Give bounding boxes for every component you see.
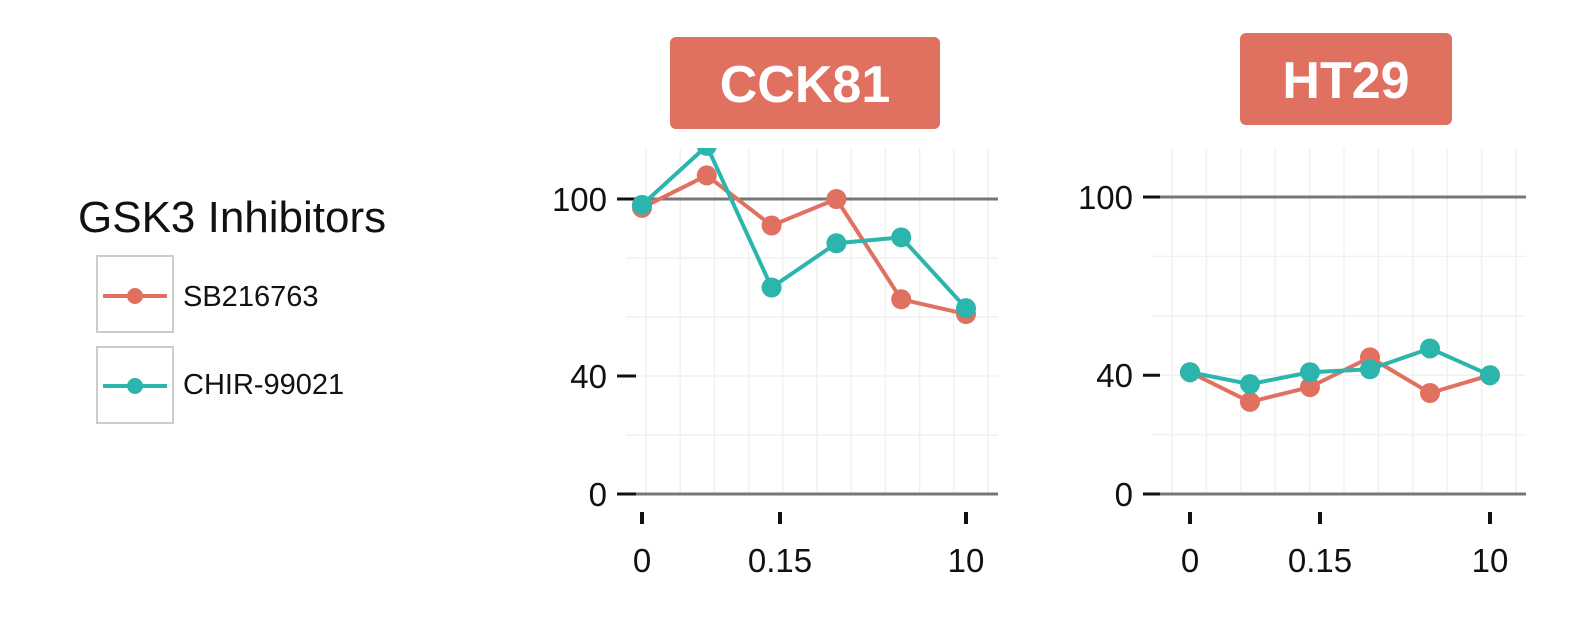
series-line-sb216763 (641, 173, 967, 317)
y-tick-label: 100 (1078, 179, 1133, 216)
panel-ht29: HT29 0 40 100 0 0.15 10 (1078, 33, 1526, 579)
x-tick-label: 10 (948, 542, 985, 579)
data-point-chir-99021 (1180, 362, 1200, 383)
y-tick-label: 0 (1115, 476, 1133, 513)
data-point-sb216763 (1240, 391, 1260, 412)
data-point-chir-99021 (1300, 362, 1320, 383)
legend-title: GSK3 Inhibitors (78, 193, 386, 242)
data-point-chir-99021 (1480, 365, 1500, 386)
data-point-sb216763 (1420, 383, 1440, 404)
data-point-chir-99021 (956, 298, 976, 319)
legend-label-chir-99021: CHIR-99021 (183, 369, 344, 401)
legend-key-point-sb216763 (127, 288, 143, 304)
legend-label-sb216763: SB216763 (183, 281, 318, 313)
plot-area-ht29: 0 40 100 0 0.15 10 (1078, 148, 1526, 579)
y-tick-label: 40 (570, 358, 607, 395)
strip-cck81 (670, 37, 940, 129)
strip-ht29 (1240, 33, 1452, 125)
strip-title-ht29: HT29 (1282, 52, 1409, 110)
data-point-chir-99021 (826, 233, 847, 254)
plot-area-cck81: 0 40 100 0 0.15 10 (552, 148, 998, 579)
y-tick-label: 40 (1096, 357, 1133, 394)
data-point-chir-99021 (1420, 338, 1440, 359)
series-line-chir-99021 (1189, 346, 1491, 387)
data-point-chir-99021 (1240, 374, 1260, 395)
legend: GSK3 Inhibitors SB216763 CHIR-99021 (78, 193, 386, 424)
series-group (632, 148, 976, 325)
panel-cck81: CCK81 0 40 100 0 0.15 10 (552, 37, 998, 579)
x-tick-label: 0.15 (748, 542, 812, 579)
data-point-sb216763 (891, 289, 912, 310)
series-line-chir-99021 (640, 148, 968, 310)
data-point-chir-99021 (891, 227, 912, 248)
data-point-chir-99021 (761, 277, 782, 298)
y-tick-label: 100 (552, 181, 607, 218)
data-point-chir-99021 (1360, 359, 1380, 380)
legend-key-point-chir-99021 (127, 378, 143, 394)
y-tick-label: 0 (589, 476, 607, 513)
x-tick-label: 0 (633, 542, 651, 579)
data-point-chir-99021 (697, 148, 717, 156)
x-tick-label: 10 (1472, 542, 1509, 579)
series-group (1180, 338, 1500, 412)
x-tick-label: 0 (1181, 542, 1199, 579)
data-point-chir-99021 (632, 194, 652, 215)
data-point-sb216763 (696, 165, 717, 186)
data-point-sb216763 (1300, 377, 1320, 398)
data-point-sb216763 (826, 189, 847, 209)
strip-title-cck81: CCK81 (720, 56, 891, 114)
data-point-sb216763 (761, 215, 782, 236)
x-tick-label: 0.15 (1288, 542, 1352, 579)
